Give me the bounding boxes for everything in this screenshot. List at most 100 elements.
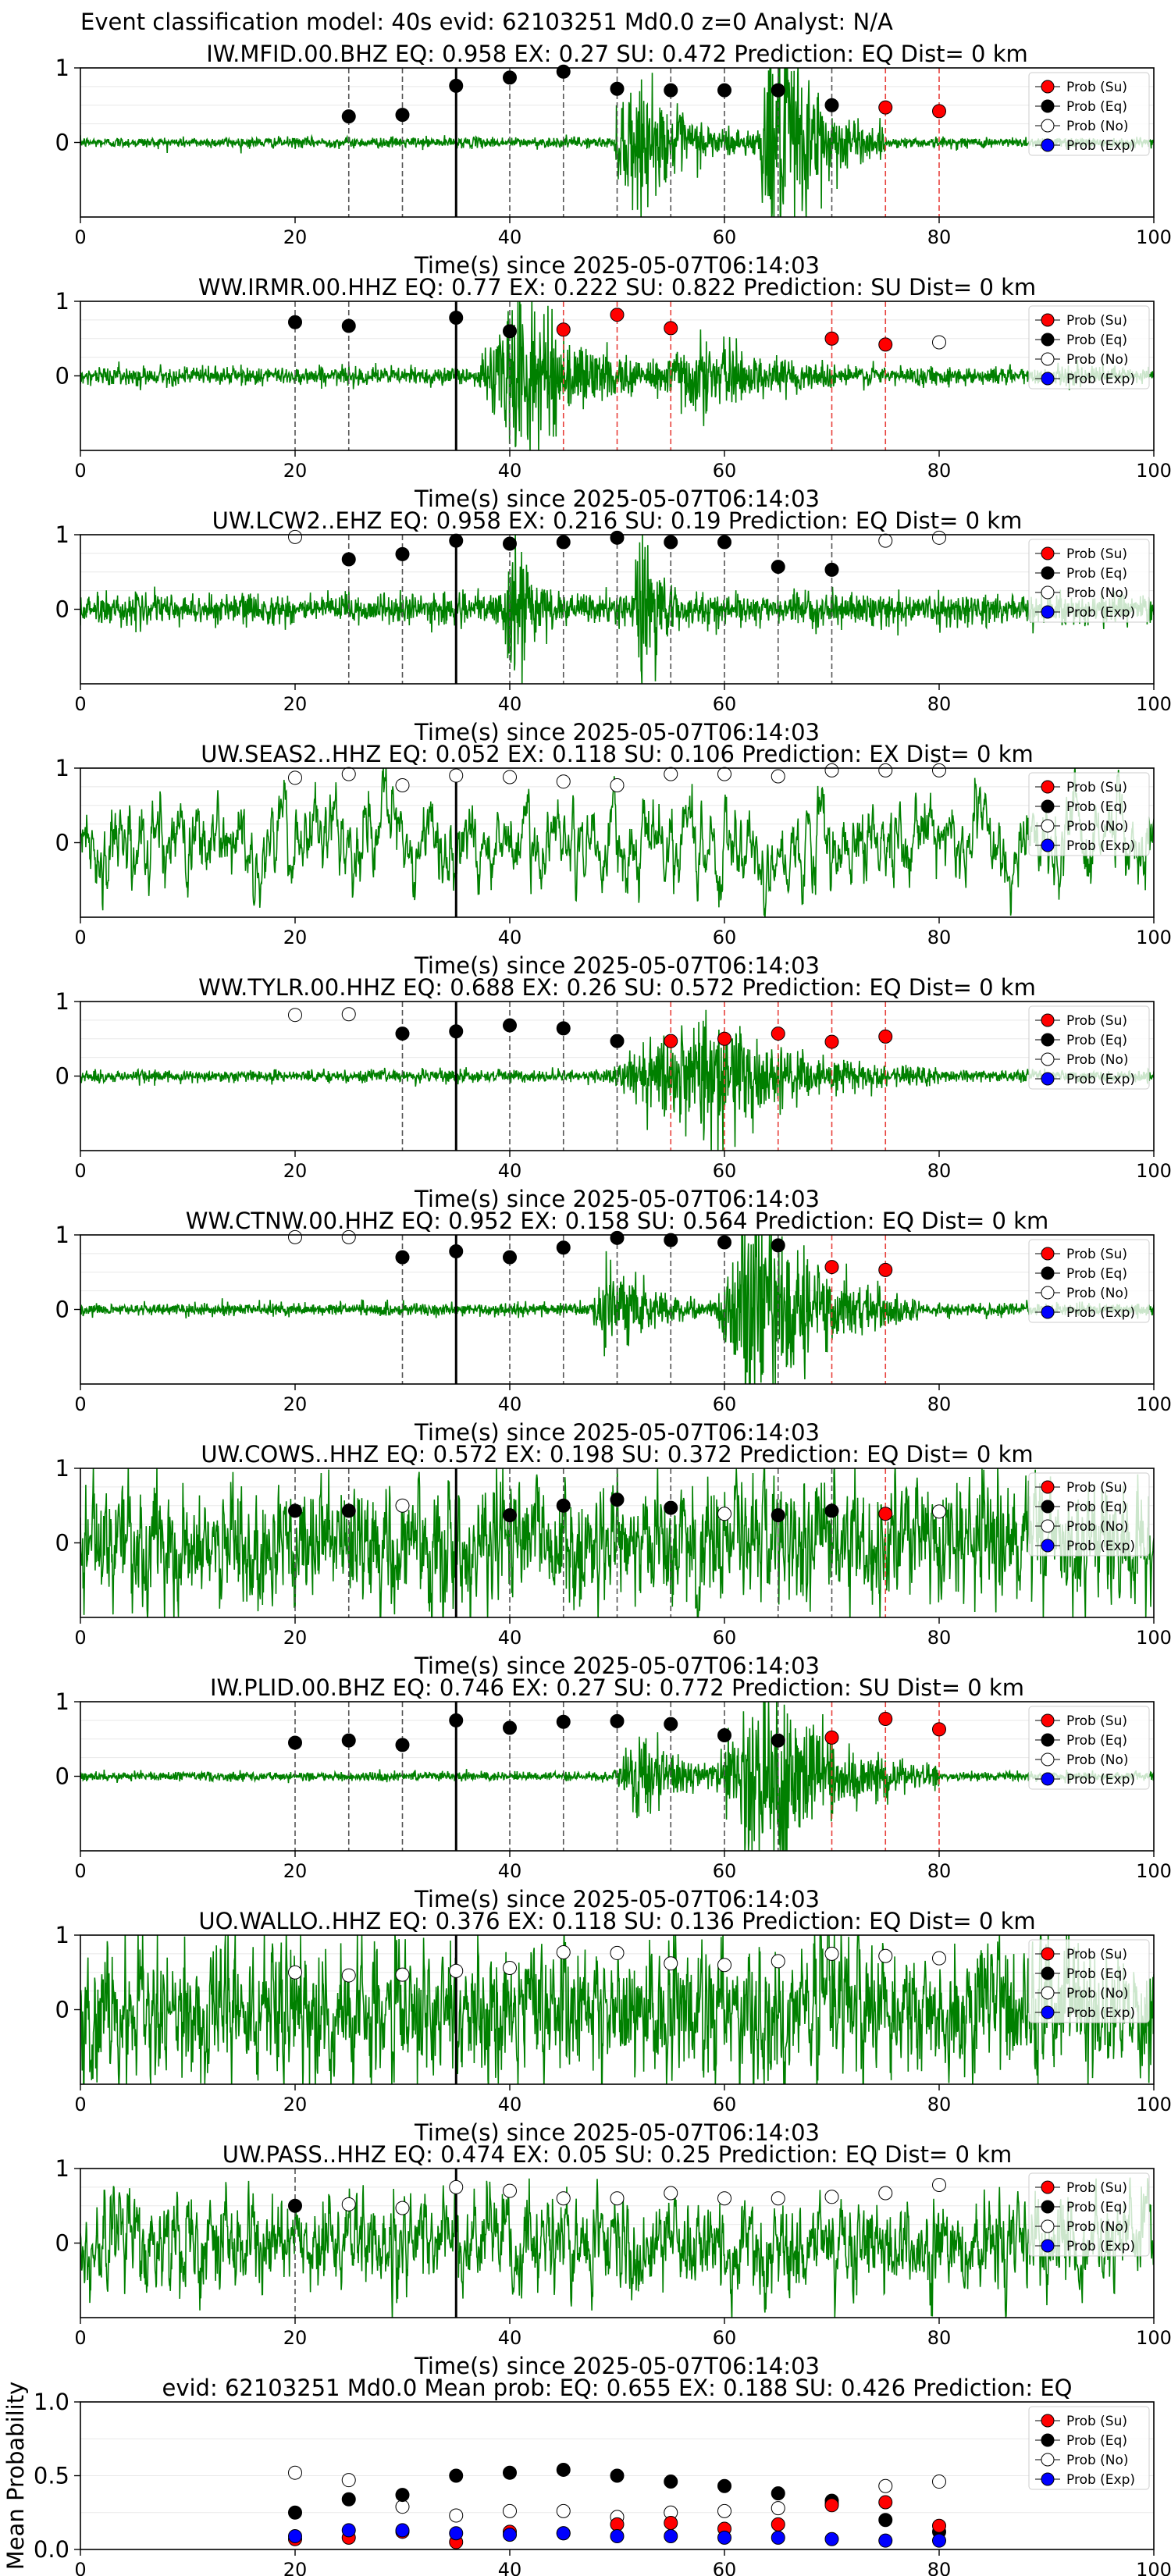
legend-label: Prob (Su) — [1066, 780, 1127, 795]
x-tick-label: 20 — [283, 2094, 308, 2115]
x-tick-label: 100 — [1136, 693, 1171, 715]
legend-label: Prob (No) — [1066, 119, 1129, 134]
x-tick-label: 100 — [1136, 2327, 1171, 2349]
x-axis-label: Time(s) since 2025-05-07T06:14:03 — [414, 1186, 820, 1212]
x-tick-label: 100 — [1136, 2559, 1171, 2576]
prob-point-no — [503, 2183, 517, 2198]
x-tick-label: 100 — [1136, 460, 1171, 482]
legend-marker-exp — [1041, 1072, 1055, 1086]
x-axis-label: Time(s) since 2025-05-07T06:14:03 — [414, 952, 820, 979]
mean-point-exp — [932, 2533, 946, 2548]
mean-point-su — [610, 2517, 625, 2532]
prob-point-no — [771, 1954, 785, 1969]
x-tick-label: 80 — [927, 1393, 952, 1415]
x-axis-label: Time(s) since 2025-05-07T06:14:03 — [414, 2353, 820, 2379]
panel-title: evid: 62103251 Md0.0 Mean prob: EQ: 0.65… — [162, 2375, 1073, 2401]
x-tick-label: 40 — [498, 460, 522, 482]
prob-point-eq — [771, 1733, 785, 1748]
legend-label: Prob (Eq) — [1066, 566, 1127, 582]
prob-point-eq — [449, 533, 464, 548]
x-tick-label: 60 — [713, 1627, 737, 1649]
prob-point-eq — [717, 1235, 731, 1250]
panel-title: UW.PASS..HHZ EQ: 0.474 EX: 0.05 SU: 0.25… — [222, 2141, 1013, 2168]
x-tick-label: 20 — [283, 1393, 308, 1415]
panel-uo-wallo-hhz: UO.WALLO..HHZ EQ: 0.376 EX: 0.118 SU: 0.… — [55, 1908, 1171, 2146]
x-tick-label: 20 — [283, 2559, 308, 2576]
legend-marker-no — [1041, 819, 1055, 833]
prob-point-no — [932, 763, 946, 777]
prob-point-no — [341, 767, 356, 781]
prob-point-su — [610, 308, 625, 322]
x-tick-label: 0 — [74, 226, 86, 248]
prob-point-no — [449, 768, 464, 783]
mean-point-no — [717, 2503, 731, 2518]
prob-point-eq — [610, 1230, 625, 1245]
legend-label: Prob (Eq) — [1066, 2200, 1127, 2215]
panel-iw-mfid-00-bhz: IW.MFID.00.BHZ EQ: 0.958 EX: 0.27 SU: 0.… — [55, 41, 1171, 279]
legend-marker-eq — [1041, 1733, 1055, 1747]
panel-ww-irmr-00-hhz: WW.IRMR.00.HHZ EQ: 0.77 EX: 0.222 SU: 0.… — [55, 274, 1171, 512]
prob-point-eq — [556, 535, 571, 550]
x-tick-label: 20 — [283, 226, 308, 248]
legend-label: Prob (Su) — [1066, 1013, 1127, 1029]
legend-marker-su — [1041, 80, 1055, 94]
x-tick-label: 40 — [498, 1393, 522, 1415]
mean-point-no — [288, 2465, 302, 2480]
prob-point-no — [771, 769, 785, 784]
x-tick-label: 0 — [74, 1860, 86, 1882]
prob-point-no — [932, 1504, 946, 1519]
prob-point-eq — [395, 108, 410, 123]
y-tick-label: 0.0 — [34, 2536, 69, 2563]
prob-point-eq — [395, 1026, 410, 1041]
legend-label: Prob (Exp) — [1066, 372, 1135, 387]
prob-point-no — [878, 763, 893, 777]
legend-box — [1028, 1239, 1150, 1323]
prob-point-no — [395, 1498, 410, 1513]
panel-title: IW.MFID.00.BHZ EQ: 0.958 EX: 0.27 SU: 0.… — [206, 41, 1028, 67]
prob-point-no — [664, 1956, 678, 1971]
x-tick-label: 80 — [927, 226, 952, 248]
mean-point-eq — [341, 2492, 356, 2507]
prob-point-su — [824, 1730, 839, 1745]
legend-label: Prob (No) — [1066, 1286, 1129, 1301]
prob-point-no — [556, 1944, 571, 1959]
legend-marker-no — [1041, 1986, 1055, 2000]
x-tick-label: 0 — [74, 927, 86, 948]
prob-point-eq — [664, 83, 678, 98]
legend-marker-eq — [1041, 1966, 1055, 1980]
prob-point-no — [556, 774, 571, 789]
legend-label: Prob (Eq) — [1066, 1500, 1127, 1515]
mean-point-exp — [556, 2526, 571, 2541]
x-axis-label: Time(s) since 2025-05-07T06:14:03 — [414, 1419, 820, 1446]
legend-label: Prob (Exp) — [1066, 2239, 1135, 2254]
prob-point-eq — [288, 1735, 302, 1750]
y-tick-label: 0 — [55, 830, 69, 856]
x-tick-label: 0 — [74, 1160, 86, 1182]
panel-ww-ctnw-00-hhz: WW.CTNW.00.HHZ EQ: 0.952 EX: 0.158 SU: 0… — [55, 1208, 1171, 1446]
panel-uw-lcw2-ehz: UW.LCW2..EHZ EQ: 0.958 EX: 0.216 SU: 0.1… — [55, 507, 1171, 745]
mean-point-no — [341, 2473, 356, 2488]
mean-point-eq — [664, 2475, 678, 2489]
legend-marker-su — [1041, 780, 1055, 794]
prob-point-eq — [449, 1024, 464, 1039]
waveform-trace — [80, 1935, 1154, 2084]
legend-label: Prob (Su) — [1066, 1247, 1127, 1262]
legend-label: Prob (Exp) — [1066, 1072, 1135, 1087]
prob-point-eq — [288, 1503, 302, 1518]
x-axis-label: Time(s) since 2025-05-07T06:14:03 — [414, 486, 820, 512]
legend-marker-su — [1041, 546, 1055, 560]
prob-point-eq — [449, 78, 464, 93]
prob-point-no — [878, 1948, 893, 1963]
legend-marker-exp — [1041, 372, 1055, 386]
prob-point-eq — [503, 1508, 517, 1523]
legend-label: Prob (No) — [1066, 2453, 1129, 2468]
y-tick-label: 1 — [55, 1922, 69, 1948]
prob-point-no — [664, 767, 678, 781]
x-tick-label: 80 — [927, 1860, 952, 1882]
prob-point-su — [771, 1026, 785, 1041]
panel-title: WW.IRMR.00.HHZ EQ: 0.77 EX: 0.222 SU: 0.… — [198, 274, 1036, 301]
legend-label: Prob (Su) — [1066, 313, 1127, 329]
prob-point-no — [932, 2178, 946, 2193]
x-axis-label: Time(s) since 2025-05-07T06:14:03 — [414, 1886, 820, 1912]
